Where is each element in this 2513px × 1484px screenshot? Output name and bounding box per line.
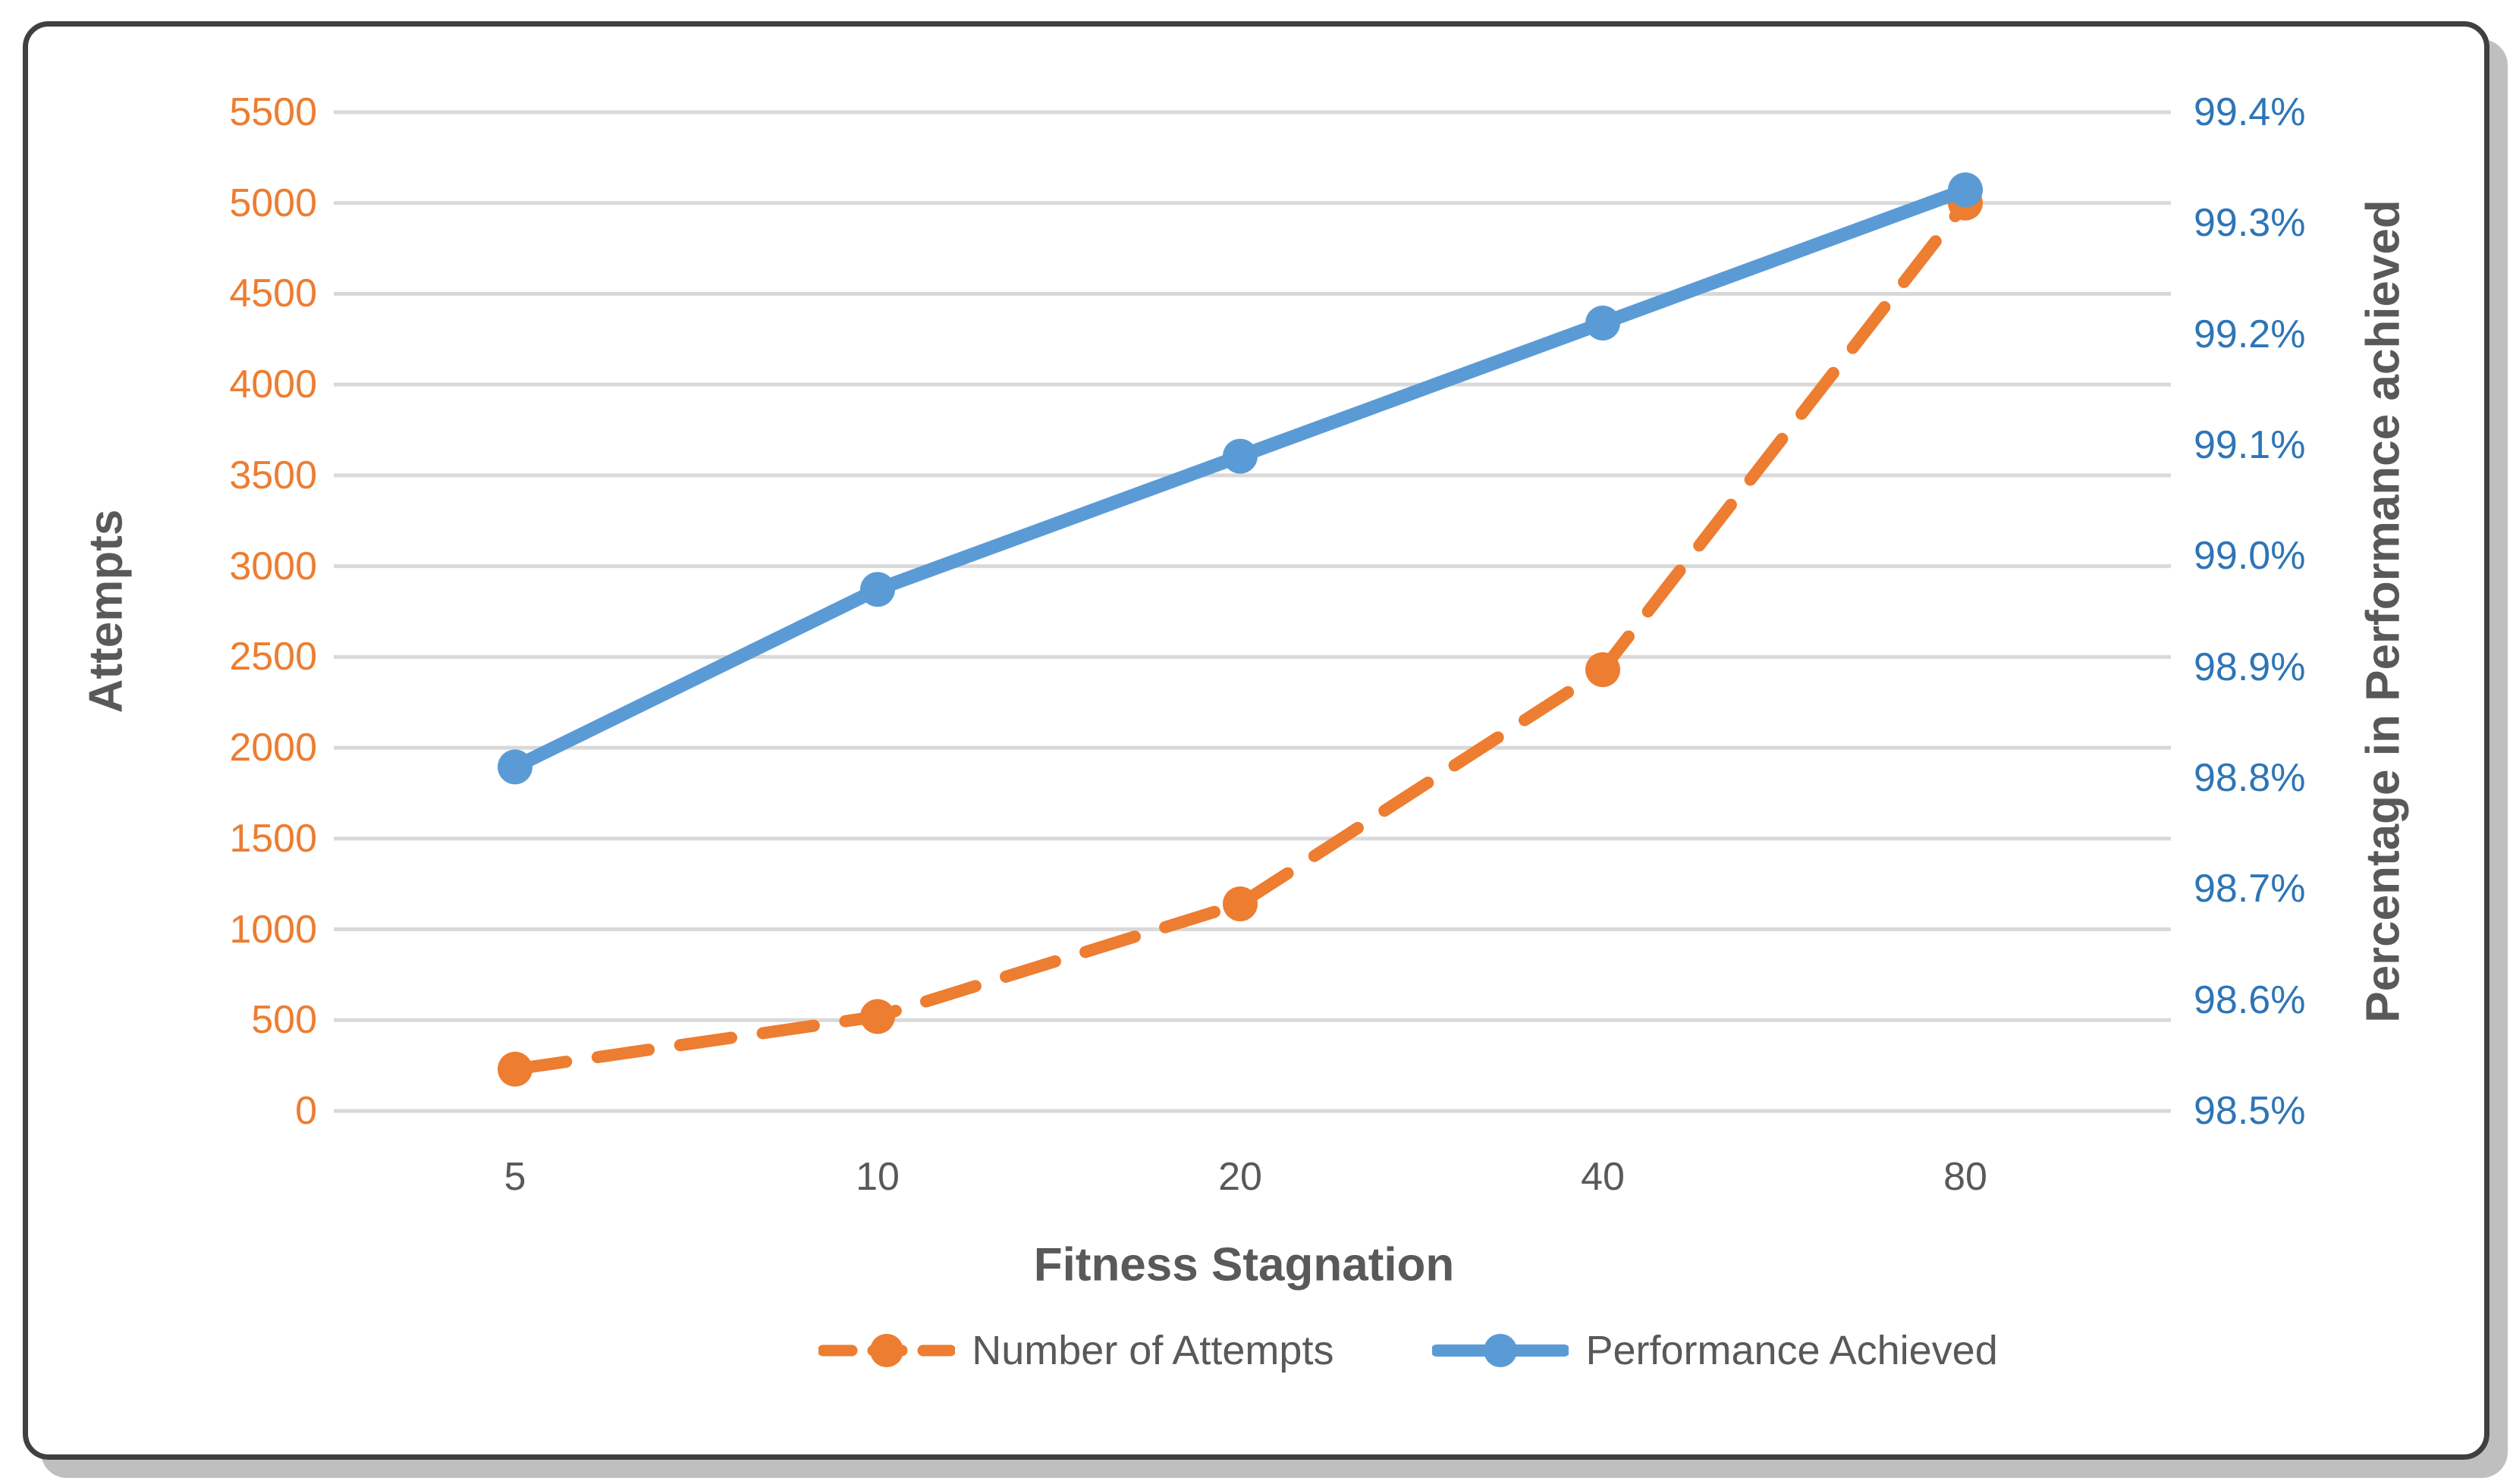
x-tick-label: 80 — [1943, 1155, 1987, 1199]
y-right-tick-label: 99.4% — [2194, 90, 2306, 134]
legend-swatch-dashed-orange-icon — [818, 1334, 956, 1367]
data-point-marker — [860, 999, 895, 1034]
y-left-tick-label: 4500 — [229, 271, 317, 316]
data-point-marker — [1223, 886, 1258, 922]
y-left-tick-label: 0 — [295, 1089, 317, 1133]
y-right-tick-label: 99.3% — [2194, 201, 2306, 246]
y-left-tick-label: 5000 — [229, 180, 317, 225]
y-right-tick-label: 98.5% — [2194, 1089, 2306, 1133]
x-tick-label: 40 — [1581, 1155, 1625, 1199]
data-point-marker — [1223, 438, 1258, 474]
y-right-tick-label: 98.7% — [2194, 867, 2306, 911]
legend-label-performance: Performance Achieved — [1585, 1328, 1998, 1373]
x-tick-label: 10 — [856, 1155, 900, 1199]
y-right-tick-label: 98.6% — [2194, 977, 2306, 1022]
y-right-tick-label: 98.8% — [2194, 756, 2306, 800]
legend-item-performance: Performance Achieved — [1432, 1327, 1998, 1374]
y-right-tick-label: 99.0% — [2194, 534, 2306, 579]
y-left-tick-label: 1000 — [229, 907, 317, 952]
chart-frame — [23, 21, 2489, 1460]
series-line-attempts — [509, 196, 1971, 1075]
x-tick-label: 5 — [504, 1155, 526, 1199]
y-left-tick-label: 3500 — [229, 453, 317, 497]
data-point-marker — [1948, 172, 1983, 208]
y-left-tick-label: 500 — [251, 998, 317, 1043]
y-axis-left-title: Attempts — [80, 509, 133, 714]
data-point-marker — [1585, 652, 1620, 688]
y-left-tick-label: 1500 — [229, 816, 317, 861]
legend-label-attempts: Number of Attempts — [972, 1328, 1334, 1373]
y-right-tick-label: 99.1% — [2194, 423, 2306, 467]
y-left-tick-label: 2500 — [229, 635, 317, 679]
y-left-tick-label: 4000 — [229, 362, 317, 407]
data-point-marker — [498, 749, 532, 785]
y-right-tick-label: 98.9% — [2194, 645, 2306, 689]
data-point-marker — [498, 1051, 532, 1087]
y-left-tick-label: 5500 — [229, 90, 317, 134]
data-point-marker — [1585, 306, 1620, 341]
y-axis-right-title: Percentage in Performance achieved — [2357, 199, 2410, 1023]
legend-swatch-solid-blue-icon — [1432, 1334, 1569, 1367]
legend-item-attempts: Number of Attempts — [818, 1327, 1333, 1374]
chart-legend: Number of Attempts Performance Achieved — [334, 1327, 2483, 1374]
y-left-tick-label: 2000 — [229, 726, 317, 770]
y-right-tick-label: 99.2% — [2194, 312, 2306, 356]
x-tick-label: 20 — [1218, 1155, 1262, 1199]
y-left-tick-label: 3000 — [229, 544, 317, 588]
data-point-marker — [860, 572, 895, 607]
x-axis-title: Fitness Stagnation — [1033, 1238, 1455, 1291]
